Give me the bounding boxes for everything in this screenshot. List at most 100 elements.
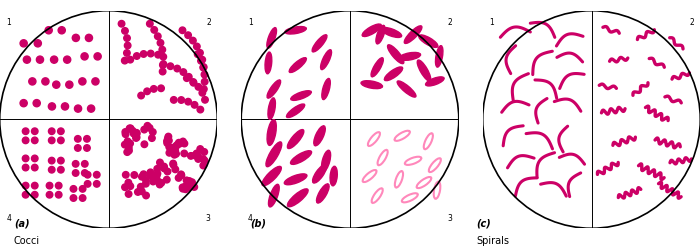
Circle shape bbox=[190, 38, 196, 45]
Circle shape bbox=[42, 78, 49, 86]
Circle shape bbox=[166, 144, 172, 151]
Circle shape bbox=[191, 102, 198, 109]
Circle shape bbox=[183, 76, 190, 82]
Circle shape bbox=[79, 186, 86, 192]
Circle shape bbox=[193, 150, 200, 157]
Circle shape bbox=[125, 145, 132, 151]
Circle shape bbox=[85, 181, 91, 188]
Circle shape bbox=[70, 186, 77, 192]
Circle shape bbox=[32, 138, 38, 144]
Circle shape bbox=[183, 186, 189, 193]
Circle shape bbox=[127, 183, 134, 190]
Circle shape bbox=[32, 156, 38, 162]
Circle shape bbox=[143, 181, 149, 187]
Circle shape bbox=[57, 158, 64, 164]
Ellipse shape bbox=[419, 36, 438, 48]
Ellipse shape bbox=[376, 26, 385, 45]
Circle shape bbox=[134, 131, 140, 138]
Circle shape bbox=[199, 90, 206, 97]
Circle shape bbox=[157, 160, 163, 166]
Ellipse shape bbox=[269, 184, 279, 207]
Circle shape bbox=[164, 138, 170, 145]
Circle shape bbox=[72, 161, 79, 168]
Circle shape bbox=[199, 57, 206, 64]
Ellipse shape bbox=[289, 58, 307, 73]
Circle shape bbox=[178, 172, 184, 178]
Circle shape bbox=[32, 128, 38, 135]
Circle shape bbox=[171, 150, 178, 157]
Circle shape bbox=[160, 69, 166, 75]
Ellipse shape bbox=[286, 104, 304, 118]
Circle shape bbox=[197, 50, 203, 57]
Ellipse shape bbox=[267, 120, 276, 146]
Circle shape bbox=[200, 156, 206, 163]
Circle shape bbox=[201, 86, 207, 93]
Circle shape bbox=[171, 145, 177, 151]
Circle shape bbox=[201, 72, 208, 78]
Circle shape bbox=[147, 170, 154, 176]
Circle shape bbox=[202, 158, 208, 164]
Circle shape bbox=[192, 152, 198, 159]
Circle shape bbox=[161, 166, 167, 172]
Circle shape bbox=[202, 97, 209, 104]
Circle shape bbox=[186, 184, 192, 191]
Circle shape bbox=[170, 160, 176, 167]
Circle shape bbox=[179, 184, 186, 191]
Ellipse shape bbox=[381, 28, 402, 38]
Circle shape bbox=[178, 172, 185, 179]
Circle shape bbox=[85, 172, 91, 178]
Ellipse shape bbox=[313, 165, 326, 183]
Circle shape bbox=[179, 28, 186, 34]
Circle shape bbox=[88, 106, 94, 113]
Circle shape bbox=[164, 140, 171, 147]
Text: 2: 2 bbox=[206, 18, 211, 27]
Circle shape bbox=[64, 57, 71, 64]
Circle shape bbox=[74, 106, 82, 113]
Circle shape bbox=[134, 54, 140, 60]
Circle shape bbox=[180, 70, 187, 76]
Circle shape bbox=[122, 58, 128, 64]
Circle shape bbox=[122, 129, 129, 136]
Circle shape bbox=[125, 191, 132, 198]
Circle shape bbox=[137, 184, 144, 190]
Circle shape bbox=[75, 136, 81, 142]
Circle shape bbox=[146, 125, 153, 132]
Circle shape bbox=[174, 66, 181, 72]
Circle shape bbox=[23, 57, 31, 64]
Circle shape bbox=[197, 58, 204, 65]
Circle shape bbox=[150, 86, 157, 93]
Circle shape bbox=[176, 141, 183, 148]
Circle shape bbox=[48, 104, 55, 110]
Circle shape bbox=[172, 148, 178, 154]
Circle shape bbox=[133, 130, 140, 136]
Circle shape bbox=[22, 138, 29, 144]
Circle shape bbox=[52, 82, 60, 89]
Text: 3: 3 bbox=[447, 213, 452, 222]
Circle shape bbox=[125, 138, 131, 145]
Circle shape bbox=[178, 97, 185, 104]
Text: 1: 1 bbox=[248, 18, 253, 27]
Circle shape bbox=[127, 57, 134, 64]
Circle shape bbox=[32, 165, 38, 171]
Circle shape bbox=[127, 126, 133, 132]
Circle shape bbox=[94, 54, 102, 61]
Ellipse shape bbox=[290, 151, 312, 165]
Circle shape bbox=[175, 175, 182, 182]
Circle shape bbox=[166, 150, 173, 156]
Ellipse shape bbox=[262, 167, 281, 186]
Circle shape bbox=[180, 139, 186, 145]
Text: 1: 1 bbox=[489, 18, 494, 27]
Circle shape bbox=[22, 182, 29, 189]
Circle shape bbox=[127, 126, 134, 132]
Circle shape bbox=[166, 138, 172, 144]
Ellipse shape bbox=[405, 27, 422, 44]
Circle shape bbox=[131, 172, 138, 178]
Circle shape bbox=[32, 182, 38, 189]
Circle shape bbox=[81, 54, 88, 61]
Circle shape bbox=[155, 34, 161, 40]
Ellipse shape bbox=[290, 91, 312, 101]
Circle shape bbox=[173, 143, 179, 150]
Circle shape bbox=[201, 149, 207, 156]
Circle shape bbox=[79, 78, 86, 86]
Circle shape bbox=[164, 177, 170, 183]
